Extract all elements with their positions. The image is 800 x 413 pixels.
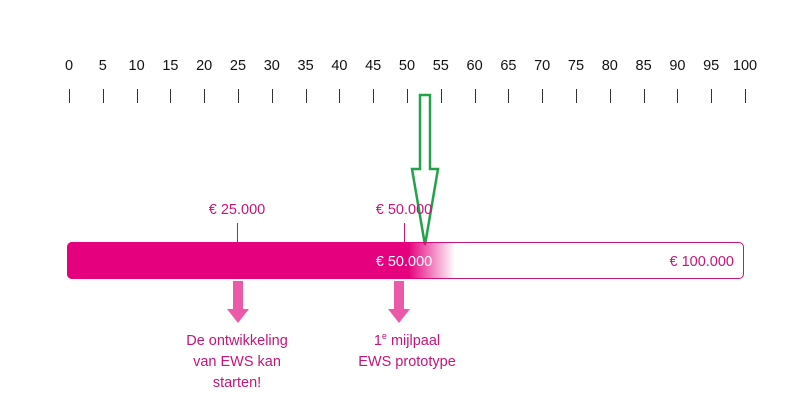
scale-tick-mark	[474, 89, 476, 103]
scale-tick-label: 100	[732, 58, 758, 74]
scale-tick-label: 25	[229, 58, 247, 74]
note-first-milestone: 1e mijlpaal EWS prototype	[358, 331, 456, 373]
note-line: starten!	[212, 375, 262, 391]
scale-tick-label: 20	[196, 58, 213, 74]
scale-tick-label: 30	[263, 58, 280, 74]
scale-tick-label: 15	[162, 58, 179, 74]
note-line: De ontwikkeling	[186, 333, 288, 349]
scale-tick-mark	[271, 89, 273, 103]
down-arrow-outline-icon	[410, 93, 440, 246]
scale-tick-label: 0	[64, 58, 74, 74]
pink-down-arrow-icon	[388, 281, 410, 323]
milestone-line-50000	[404, 223, 405, 242]
note-development-start: De ontwikkeling van EWS kan starten!	[186, 331, 288, 394]
scale-tick-label: 95	[703, 58, 720, 74]
milestone-line-25000	[237, 223, 238, 242]
scale-tick-label: 80	[601, 58, 618, 74]
scale-tick-mark	[204, 89, 206, 103]
scale-tick-mark	[69, 89, 70, 103]
scale-tick-label: 35	[297, 58, 314, 74]
scale-tick-mark	[508, 89, 510, 103]
scale-tick-label: 40	[331, 58, 348, 74]
scale-tick-mark	[339, 89, 341, 103]
scale-tick-label: 65	[500, 58, 517, 74]
ordinal-suffix: e	[381, 331, 387, 341]
scale-tick-label: 60	[466, 58, 483, 74]
scale-tick-mark	[136, 89, 138, 103]
scale-tick-mark	[440, 89, 442, 103]
note-text: mijlpaal	[386, 333, 441, 349]
scale-tick-label: 10	[128, 58, 145, 74]
scale-tick-mark	[643, 89, 645, 103]
scale-tick-mark	[373, 89, 375, 103]
scale-tick-mark	[745, 89, 746, 103]
pink-down-arrow-icon	[227, 281, 249, 323]
scale-tick-label: 5	[98, 58, 107, 74]
scale-tick-mark	[711, 89, 713, 103]
scale-tick-mark	[102, 89, 104, 103]
note-line: van EWS kan	[193, 354, 281, 370]
scale-tick-label: 55	[432, 58, 449, 74]
progress-current-amount: € 50.000	[375, 254, 433, 270]
scale-tick-mark	[576, 89, 577, 103]
scale-tick-label: 70	[534, 58, 551, 74]
scale-tick-mark	[238, 89, 239, 103]
milestone-label-25000: € 25.000	[208, 202, 266, 218]
scale-tick-label: 75	[567, 58, 585, 74]
scale-tick-mark	[542, 89, 544, 103]
scale-tick-mark	[305, 89, 307, 103]
milestone-label-50000: € 50.000	[375, 202, 433, 218]
scale-tick-mark	[609, 89, 611, 103]
scale-tick-mark	[677, 89, 679, 103]
scale-tick-mark	[170, 89, 172, 103]
scale-tick-label: 90	[669, 58, 686, 74]
ordinal-number: 1	[373, 333, 382, 349]
scale-tick-mark	[407, 89, 408, 103]
scale-tick-label: 85	[635, 58, 652, 74]
progress-max-amount: € 100.000	[669, 254, 734, 270]
note-line: 1e mijlpaal	[358, 331, 456, 352]
progress-bar-fill	[67, 242, 455, 279]
note-line: EWS prototype	[358, 354, 456, 370]
scale-tick-label: 45	[365, 58, 382, 74]
scale-tick-label: 50	[398, 58, 416, 74]
